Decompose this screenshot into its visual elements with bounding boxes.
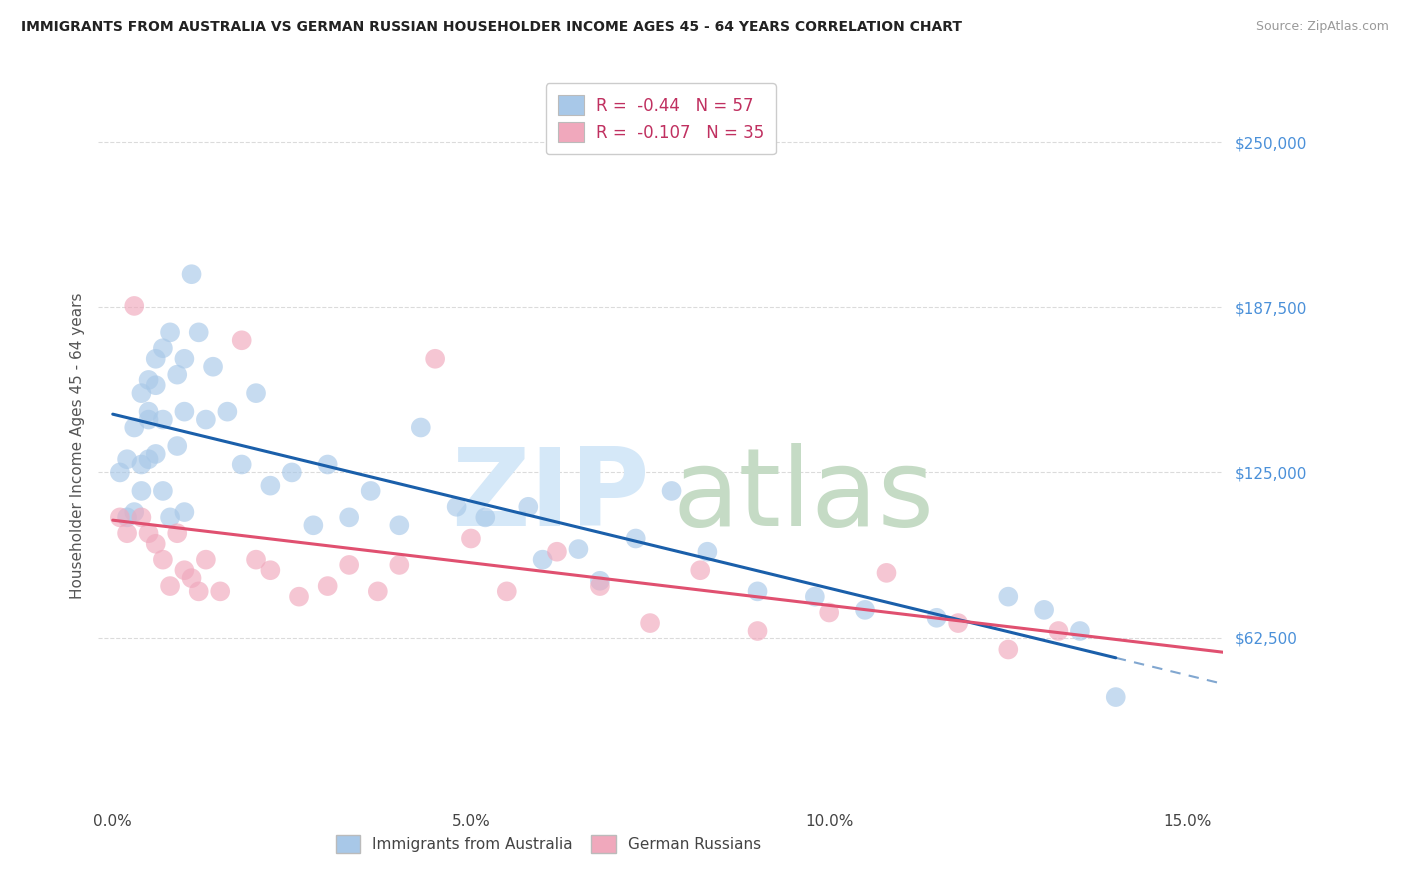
Point xyxy=(138,526,160,541)
Point xyxy=(495,584,517,599)
Point xyxy=(194,552,217,566)
Point xyxy=(853,603,876,617)
Point xyxy=(145,351,167,366)
Point xyxy=(259,563,281,577)
Point xyxy=(245,386,267,401)
Point xyxy=(187,326,209,340)
Point xyxy=(517,500,540,514)
Point xyxy=(259,478,281,492)
Point xyxy=(460,532,482,546)
Point xyxy=(388,518,411,533)
Point xyxy=(138,404,160,418)
Point xyxy=(388,558,411,572)
Point xyxy=(131,386,153,401)
Point xyxy=(531,552,554,566)
Point xyxy=(180,571,202,585)
Point xyxy=(115,452,138,467)
Point xyxy=(187,584,209,599)
Point xyxy=(166,439,188,453)
Point xyxy=(145,447,167,461)
Point xyxy=(166,526,188,541)
Point xyxy=(446,500,468,514)
Point xyxy=(145,537,167,551)
Point xyxy=(138,373,160,387)
Point xyxy=(122,420,145,434)
Point xyxy=(245,552,267,566)
Point xyxy=(209,584,232,599)
Point xyxy=(367,584,389,599)
Point xyxy=(152,483,174,498)
Point xyxy=(804,590,827,604)
Point xyxy=(122,299,145,313)
Text: IMMIGRANTS FROM AUSTRALIA VS GERMAN RUSSIAN HOUSEHOLDER INCOME AGES 45 - 64 YEAR: IMMIGRANTS FROM AUSTRALIA VS GERMAN RUSS… xyxy=(21,20,962,34)
Point xyxy=(997,590,1019,604)
Point xyxy=(281,466,304,480)
Point xyxy=(624,532,647,546)
Point xyxy=(131,458,153,472)
Point xyxy=(1105,690,1128,704)
Point xyxy=(194,412,217,426)
Point xyxy=(159,326,181,340)
Point xyxy=(173,563,195,577)
Point xyxy=(360,483,382,498)
Point xyxy=(946,616,969,631)
Point xyxy=(409,420,432,434)
Y-axis label: Householder Income Ages 45 - 64 years: Householder Income Ages 45 - 64 years xyxy=(69,293,84,599)
Legend: Immigrants from Australia, German Russians: Immigrants from Australia, German Russia… xyxy=(329,829,768,859)
Point xyxy=(696,545,718,559)
Point xyxy=(316,579,339,593)
Point xyxy=(152,412,174,426)
Point xyxy=(1069,624,1091,638)
Point xyxy=(337,510,360,524)
Point xyxy=(638,616,661,631)
Point xyxy=(589,579,612,593)
Point xyxy=(152,552,174,566)
Point xyxy=(423,351,446,366)
Point xyxy=(138,452,160,467)
Point xyxy=(546,545,568,559)
Point xyxy=(108,466,131,480)
Point xyxy=(202,359,225,374)
Point xyxy=(925,611,948,625)
Point xyxy=(173,351,195,366)
Point xyxy=(138,412,160,426)
Point xyxy=(145,378,167,392)
Point xyxy=(166,368,188,382)
Point xyxy=(288,590,311,604)
Point xyxy=(818,606,841,620)
Point xyxy=(180,267,202,281)
Point xyxy=(115,526,138,541)
Point xyxy=(747,584,769,599)
Point xyxy=(567,542,589,557)
Point xyxy=(231,333,253,347)
Point xyxy=(747,624,769,638)
Point xyxy=(159,510,181,524)
Point xyxy=(474,510,496,524)
Point xyxy=(302,518,325,533)
Point xyxy=(337,558,360,572)
Point xyxy=(122,505,145,519)
Point xyxy=(131,510,153,524)
Point xyxy=(173,505,195,519)
Point xyxy=(152,341,174,355)
Point xyxy=(131,483,153,498)
Point xyxy=(876,566,898,580)
Point xyxy=(108,510,131,524)
Text: ZIP: ZIP xyxy=(451,443,650,549)
Point xyxy=(115,510,138,524)
Point xyxy=(1033,603,1056,617)
Point xyxy=(217,404,239,418)
Point xyxy=(661,483,683,498)
Point xyxy=(589,574,612,588)
Point xyxy=(159,579,181,593)
Point xyxy=(316,458,339,472)
Point xyxy=(231,458,253,472)
Point xyxy=(689,563,711,577)
Point xyxy=(173,404,195,418)
Point xyxy=(997,642,1019,657)
Text: atlas: atlas xyxy=(672,443,934,549)
Text: Source: ZipAtlas.com: Source: ZipAtlas.com xyxy=(1256,20,1389,33)
Point xyxy=(1047,624,1070,638)
